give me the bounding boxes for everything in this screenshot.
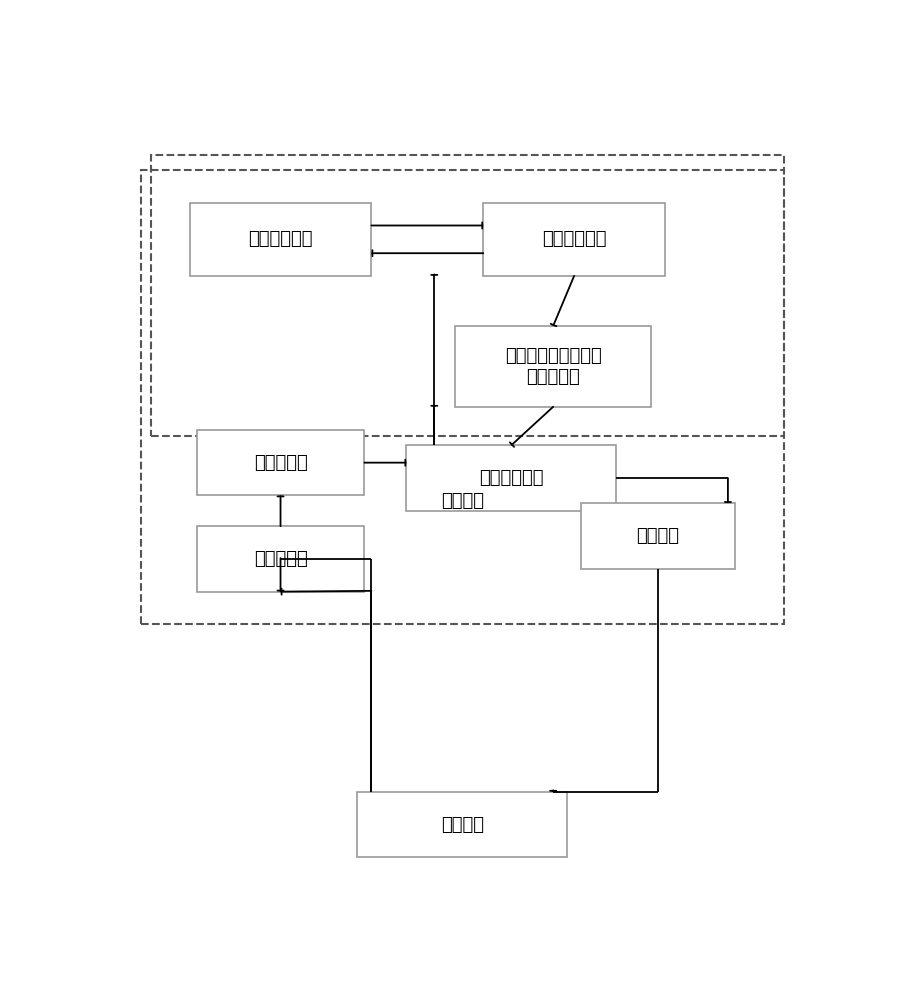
Text: 预处理单元: 预处理单元 (253, 454, 308, 472)
Bar (406, 445, 616, 511)
Bar (456, 326, 651, 407)
Bar (483, 203, 665, 276)
Bar (141, 170, 784, 624)
Bar (357, 792, 567, 857)
Bar (581, 503, 735, 569)
Text: 数据转换单元: 数据转换单元 (479, 469, 544, 487)
Text: 性能判定模块: 性能判定模块 (248, 230, 313, 248)
Text: 带补偿因子的虚拟无
模型控制器: 带补偿因子的虚拟无 模型控制器 (505, 347, 602, 386)
Bar (197, 526, 364, 592)
Text: 变压电路: 变压电路 (441, 816, 483, 834)
Bar (197, 430, 364, 495)
Bar (152, 155, 784, 436)
Text: 性能优化模块: 性能优化模块 (542, 230, 606, 248)
Bar (189, 203, 372, 276)
Text: 传感器单元: 传感器单元 (253, 550, 308, 568)
Text: 驱动单元: 驱动单元 (637, 527, 679, 545)
Text: 外围电路: 外围电路 (441, 492, 483, 510)
